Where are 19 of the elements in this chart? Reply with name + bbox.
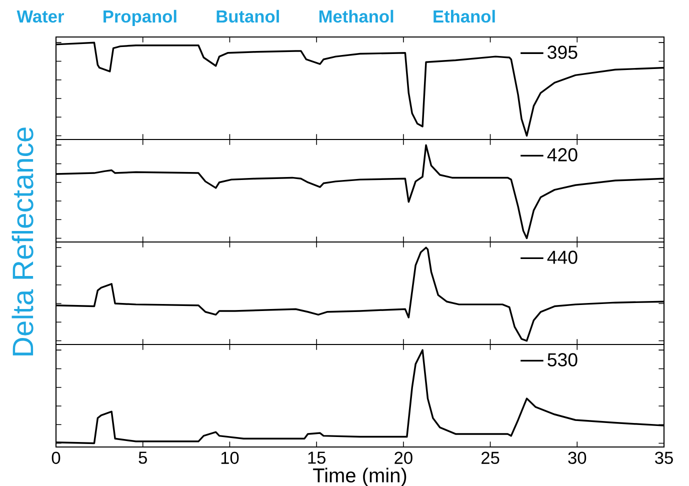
y-axis-title: Delta Reflectance: [12, 128, 34, 356]
text: Propanol: [104, 10, 176, 26]
x-axis-title: Time (min): [313, 468, 406, 486]
x-tick-label: 10: [221, 452, 239, 464]
text: Ethanol: [434, 10, 495, 23]
legend-label: 420: [547, 148, 578, 162]
x-tick-label: 20: [394, 452, 412, 464]
legend-label: 395: [548, 46, 578, 59]
x-tick-label: 0: [52, 452, 60, 464]
x-tick-label: 35: [655, 452, 673, 464]
x-tick-label: 30: [568, 452, 586, 464]
x-tick-label: 5: [138, 452, 147, 464]
legend-label: 530: [548, 353, 578, 366]
text: Butanol: [216, 10, 279, 23]
legend-label: 440: [547, 250, 578, 264]
text: Methanol: [319, 10, 394, 23]
x-tick-label: 25: [482, 452, 500, 464]
x-tick-label: 15: [308, 452, 326, 464]
text: Water: [16, 10, 64, 23]
